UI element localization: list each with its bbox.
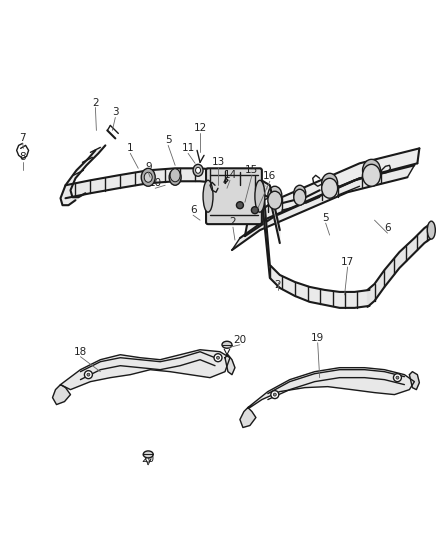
Text: 2: 2: [275, 280, 281, 290]
Ellipse shape: [143, 451, 153, 458]
Text: 14: 14: [223, 170, 237, 180]
Polygon shape: [248, 368, 414, 408]
Ellipse shape: [85, 370, 92, 378]
Ellipse shape: [222, 341, 232, 348]
Ellipse shape: [193, 164, 203, 176]
Ellipse shape: [251, 207, 258, 214]
Polygon shape: [263, 183, 370, 308]
Text: 7: 7: [19, 133, 26, 143]
Text: 17: 17: [341, 257, 354, 267]
Ellipse shape: [363, 164, 381, 186]
Text: 19: 19: [311, 333, 324, 343]
Text: 1: 1: [127, 143, 134, 154]
Ellipse shape: [255, 180, 265, 212]
Ellipse shape: [294, 185, 306, 201]
Ellipse shape: [87, 373, 90, 376]
Polygon shape: [410, 372, 419, 390]
Polygon shape: [240, 408, 256, 427]
Ellipse shape: [203, 180, 213, 212]
Text: 8: 8: [19, 152, 26, 163]
Text: 13: 13: [212, 157, 225, 167]
Ellipse shape: [321, 178, 338, 198]
Text: 5: 5: [322, 213, 329, 223]
Ellipse shape: [196, 167, 201, 173]
Text: 3: 3: [112, 108, 119, 117]
Text: 16: 16: [263, 171, 276, 181]
Ellipse shape: [363, 159, 381, 181]
Polygon shape: [232, 165, 414, 250]
Ellipse shape: [237, 201, 244, 209]
FancyBboxPatch shape: [206, 168, 262, 224]
Polygon shape: [53, 385, 71, 405]
Ellipse shape: [169, 169, 181, 185]
Ellipse shape: [268, 186, 282, 204]
Text: 11: 11: [181, 143, 195, 154]
Text: 20: 20: [233, 335, 247, 345]
Text: 10: 10: [148, 178, 162, 188]
Text: 12: 12: [194, 124, 207, 133]
Text: 2: 2: [92, 98, 99, 108]
Polygon shape: [60, 146, 106, 205]
Ellipse shape: [170, 169, 180, 182]
Ellipse shape: [321, 173, 338, 193]
Text: 9: 9: [145, 163, 152, 172]
Ellipse shape: [273, 393, 276, 396]
Ellipse shape: [268, 191, 282, 209]
Text: 20: 20: [141, 455, 155, 464]
Ellipse shape: [294, 189, 306, 205]
Polygon shape: [245, 148, 419, 236]
Ellipse shape: [427, 221, 435, 239]
Text: 18: 18: [74, 347, 87, 357]
Ellipse shape: [396, 376, 399, 379]
Text: 2: 2: [230, 217, 236, 227]
Ellipse shape: [214, 354, 222, 362]
Ellipse shape: [216, 356, 219, 359]
Polygon shape: [60, 350, 230, 390]
Text: 5: 5: [165, 135, 171, 146]
Polygon shape: [225, 355, 235, 375]
Ellipse shape: [271, 391, 279, 399]
Text: 6: 6: [190, 205, 196, 215]
Ellipse shape: [144, 172, 152, 182]
Text: 6: 6: [384, 223, 391, 233]
Polygon shape: [66, 168, 280, 243]
Text: 15: 15: [245, 165, 258, 175]
Ellipse shape: [141, 168, 155, 186]
Polygon shape: [367, 223, 431, 307]
Ellipse shape: [393, 374, 401, 382]
